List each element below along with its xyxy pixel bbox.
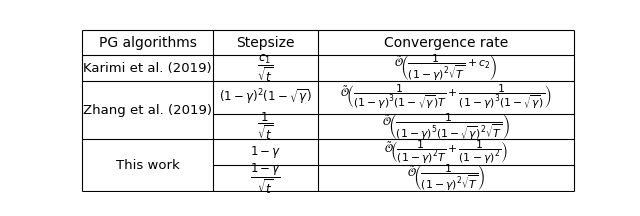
Text: $\tilde{\mathcal{O}}\!\left(\dfrac{1}{(1-\gamma)^3(1-\sqrt{\gamma})T}+\dfrac{1}{: $\tilde{\mathcal{O}}\!\left(\dfrac{1}{(1… (340, 83, 552, 111)
Text: $\tilde{\mathcal{O}}\!\left(\dfrac{1}{(1-\gamma)^2\sqrt{T}}+c_2\right)$: $\tilde{\mathcal{O}}\!\left(\dfrac{1}{(1… (394, 53, 497, 83)
Text: $\dfrac{c_1}{\sqrt{t}}$: $\dfrac{c_1}{\sqrt{t}}$ (257, 52, 274, 84)
Text: This work: This work (116, 159, 179, 172)
Text: $\dfrac{1}{\sqrt{t}}$: $\dfrac{1}{\sqrt{t}}$ (257, 111, 274, 142)
Text: Karimi et al. (2019): Karimi et al. (2019) (83, 62, 212, 75)
Text: $1-\gamma$: $1-\gamma$ (250, 145, 281, 160)
Text: $(1-\gamma)^2(1-\sqrt{\gamma})$: $(1-\gamma)^2(1-\sqrt{\gamma})$ (219, 88, 312, 107)
Text: PG algorithms: PG algorithms (99, 36, 196, 50)
Text: $\tilde{\mathcal{O}}\!\left(\dfrac{1}{(1-\gamma)^2\sqrt{T}}\right)$: $\tilde{\mathcal{O}}\!\left(\dfrac{1}{(1… (406, 164, 485, 194)
Text: Zhang et al. (2019): Zhang et al. (2019) (83, 104, 212, 117)
Text: $\tilde{\mathcal{O}}\!\left(\dfrac{1}{(1-\gamma)^2 T}+\dfrac{1}{(1-\gamma)^2}\ri: $\tilde{\mathcal{O}}\!\left(\dfrac{1}{(1… (384, 139, 508, 166)
Text: $\dfrac{1-\gamma}{\sqrt{t}}$: $\dfrac{1-\gamma}{\sqrt{t}}$ (250, 161, 281, 196)
Text: $\tilde{\mathcal{O}}\!\left(\dfrac{1}{(1-\gamma)^5(1-\sqrt{\gamma})^2\sqrt{T}}\r: $\tilde{\mathcal{O}}\!\left(\dfrac{1}{(1… (382, 111, 509, 141)
Text: Stepsize: Stepsize (236, 36, 294, 50)
Text: Convergence rate: Convergence rate (384, 36, 508, 50)
